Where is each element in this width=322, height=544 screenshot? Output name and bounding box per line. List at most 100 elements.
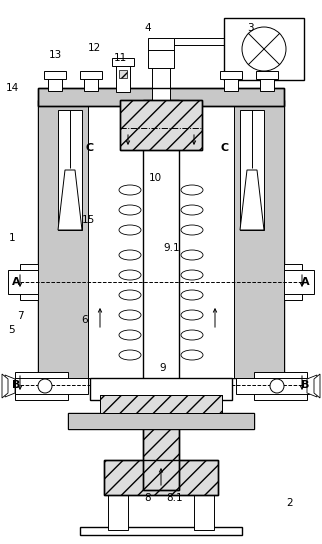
Point bbox=[78, 326, 83, 335]
Point bbox=[165, 420, 170, 429]
Point bbox=[48, 283, 53, 292]
Point bbox=[174, 91, 179, 100]
Point bbox=[215, 420, 221, 429]
Point bbox=[279, 335, 284, 344]
Point bbox=[54, 154, 59, 163]
Point bbox=[266, 110, 271, 119]
Point bbox=[236, 168, 241, 177]
Point bbox=[64, 285, 70, 293]
Point bbox=[102, 88, 107, 96]
Point bbox=[239, 145, 244, 154]
Point bbox=[247, 126, 252, 135]
Point bbox=[154, 88, 159, 96]
Point bbox=[71, 159, 77, 168]
Point bbox=[248, 307, 253, 316]
Point bbox=[42, 294, 47, 302]
Point bbox=[279, 91, 285, 100]
Point bbox=[273, 218, 279, 226]
Point bbox=[133, 92, 138, 101]
Point bbox=[243, 138, 249, 146]
Point bbox=[41, 156, 46, 165]
Point bbox=[41, 199, 46, 208]
Point bbox=[243, 91, 248, 100]
Point bbox=[45, 92, 50, 101]
Bar bbox=[68, 413, 254, 429]
Point bbox=[41, 234, 46, 243]
Point bbox=[167, 89, 172, 97]
Point bbox=[197, 89, 203, 97]
Point bbox=[208, 412, 213, 421]
Point bbox=[203, 91, 208, 100]
Point bbox=[234, 254, 239, 263]
Point bbox=[270, 123, 276, 132]
Point bbox=[206, 89, 211, 98]
Point bbox=[208, 90, 213, 98]
Point bbox=[53, 157, 58, 166]
Point bbox=[263, 88, 268, 96]
Point bbox=[38, 195, 43, 204]
Point bbox=[167, 97, 172, 106]
Bar bbox=[48, 75, 62, 91]
Point bbox=[55, 318, 60, 326]
Point bbox=[245, 354, 251, 363]
Point bbox=[97, 89, 102, 98]
Point bbox=[45, 227, 50, 236]
Bar bbox=[58, 110, 82, 230]
Point bbox=[246, 139, 251, 148]
Point bbox=[262, 277, 267, 286]
Point bbox=[128, 90, 133, 98]
Text: C: C bbox=[86, 143, 94, 153]
Point bbox=[276, 231, 281, 239]
Point bbox=[60, 98, 65, 107]
Point bbox=[265, 318, 270, 326]
Point bbox=[51, 302, 56, 311]
Point bbox=[266, 324, 271, 333]
Point bbox=[273, 88, 278, 97]
Point bbox=[56, 362, 61, 370]
Point bbox=[85, 96, 90, 105]
Point bbox=[253, 342, 258, 351]
Point bbox=[89, 98, 94, 107]
Point bbox=[88, 88, 93, 97]
Point bbox=[145, 99, 150, 108]
Point bbox=[66, 335, 71, 344]
Point bbox=[85, 90, 90, 99]
Point bbox=[268, 246, 273, 255]
Point bbox=[236, 278, 241, 287]
Point bbox=[74, 298, 79, 307]
Point bbox=[203, 87, 208, 96]
Point bbox=[76, 233, 81, 242]
Point bbox=[133, 100, 138, 108]
Point bbox=[235, 197, 240, 206]
Bar bbox=[80, 71, 102, 79]
Point bbox=[196, 418, 201, 427]
Point bbox=[42, 242, 47, 250]
Text: A: A bbox=[12, 277, 20, 287]
Point bbox=[46, 145, 52, 154]
Point bbox=[59, 319, 64, 327]
Point bbox=[245, 98, 251, 107]
Point bbox=[251, 86, 256, 95]
Point bbox=[261, 298, 266, 306]
Point bbox=[68, 343, 73, 351]
Point bbox=[69, 126, 74, 135]
Text: 14: 14 bbox=[5, 83, 19, 93]
Point bbox=[76, 91, 81, 100]
Point bbox=[237, 311, 242, 319]
Point bbox=[274, 144, 279, 153]
Point bbox=[242, 183, 248, 191]
Point bbox=[74, 197, 80, 206]
Point bbox=[59, 89, 64, 98]
Point bbox=[60, 250, 65, 259]
Point bbox=[159, 420, 165, 429]
Point bbox=[84, 92, 90, 101]
Point bbox=[75, 367, 80, 375]
Point bbox=[49, 194, 54, 202]
Point bbox=[268, 364, 273, 373]
Text: 6: 6 bbox=[82, 315, 88, 325]
Point bbox=[57, 361, 62, 370]
Point bbox=[47, 292, 52, 301]
Point bbox=[80, 91, 85, 100]
Point bbox=[72, 252, 78, 261]
Ellipse shape bbox=[119, 225, 141, 235]
